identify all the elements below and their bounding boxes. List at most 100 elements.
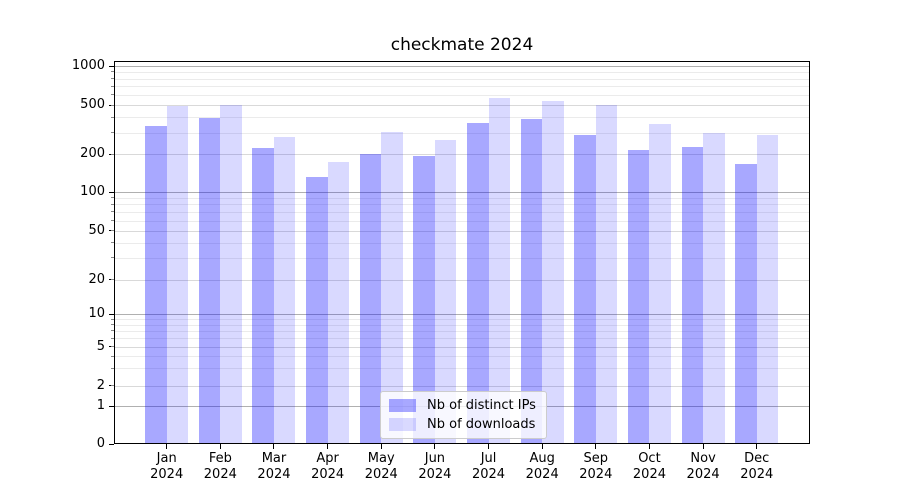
y-gridline-sub (114, 385, 810, 387)
y-minor-tick (111, 230, 114, 232)
x-tick-label: Feb 2024 (203, 451, 237, 482)
y-minor-tick (111, 346, 114, 348)
bar-distinct-ips-feb (198, 117, 221, 444)
y-minor-tick (111, 71, 114, 73)
legend-row-distinct-ips: Nb of distinct IPs (389, 398, 536, 413)
bar-downloads-oct (649, 123, 671, 444)
x-tick-label: Oct 2024 (632, 451, 666, 482)
y-gridline-minor (114, 197, 810, 199)
y-gridline-minor (114, 242, 810, 244)
x-tick-label: Nov 2024 (686, 451, 720, 482)
y-minor-tick (111, 78, 114, 80)
y-gridline-minor (114, 257, 810, 259)
y-tick-label: 1000 (71, 58, 105, 73)
x-tick (648, 444, 650, 449)
y-minor-tick (111, 197, 114, 199)
y-gridline-major (114, 192, 810, 193)
y-minor-tick (111, 324, 114, 326)
y-gridline-minor (114, 338, 810, 340)
y-gridline-minor (114, 220, 810, 222)
x-tick-label: Dec 2024 (740, 451, 774, 482)
y-gridline-minor (114, 319, 810, 321)
y-minor-tick (111, 220, 114, 222)
y-tick-label: 500 (80, 97, 105, 113)
x-tick (434, 444, 436, 449)
bar-distinct-ips-dec (735, 164, 757, 444)
x-tick (595, 444, 597, 449)
x-tick (166, 444, 168, 449)
y-gridline-sub (114, 105, 810, 107)
bar-downloads-jun (434, 140, 457, 444)
x-tick (702, 444, 704, 449)
y-gridline-major (114, 314, 810, 316)
y-gridline-minor (114, 330, 810, 332)
y-gridline-sub (114, 279, 810, 281)
x-tick-label: Mar 2024 (257, 451, 291, 482)
y-tick-label: 20 (88, 271, 105, 287)
y-minor-tick (111, 94, 114, 96)
y-tick-label: 0 (96, 436, 105, 451)
legend-swatch-downloads (389, 418, 416, 431)
chart-title: checkmate 2024 (390, 35, 534, 55)
y-tick-label: 200 (80, 146, 105, 162)
y-minor-tick (111, 355, 114, 357)
legend-label-distinct-ips: Nb of distinct IPs (427, 398, 536, 413)
x-tick-label: Jul 2024 (471, 451, 506, 482)
y-tick (109, 65, 114, 67)
y-tick (109, 313, 114, 315)
left-spine (114, 61, 115, 444)
y-minor-tick (111, 318, 114, 320)
y-gridline-minor (114, 204, 810, 206)
bar-downloads-may (381, 131, 403, 444)
y-gridline-minor (114, 356, 810, 358)
y-minor-tick (111, 132, 114, 134)
bar-distinct-ips-jun (413, 155, 435, 444)
y-gridline-minor (114, 211, 810, 213)
y-minor-tick (111, 116, 114, 118)
y-gridline-minor (114, 78, 810, 80)
x-tick-label: Jan 2024 (150, 451, 184, 482)
y-gridline-minor (114, 117, 810, 119)
y-minor-tick (111, 203, 114, 205)
y-gridline-minor (114, 132, 810, 134)
x-tick (380, 444, 382, 449)
y-minor-tick (111, 211, 114, 213)
y-tick (109, 405, 114, 407)
y-minor-tick (111, 337, 114, 339)
bar-distinct-ips-aug (520, 118, 543, 444)
y-minor-tick (111, 330, 114, 332)
bar-distinct-ips-jan (145, 125, 167, 444)
bar-downloads-mar (273, 137, 296, 444)
bar-downloads-jul (488, 98, 511, 444)
right-spine (809, 61, 810, 444)
x-tick-label: Jun 2024 (418, 451, 452, 482)
y-minor-tick (111, 242, 114, 244)
legend-swatch-distinct-ips (389, 399, 416, 412)
bottom-spine (114, 443, 810, 444)
x-tick (327, 444, 329, 449)
x-tick-label: Sep 2024 (579, 451, 613, 482)
bar-downloads-sep (595, 105, 618, 444)
bar-distinct-ips-oct (627, 150, 650, 444)
bar-downloads-feb (220, 105, 242, 444)
y-gridline-minor (114, 368, 810, 370)
y-tick-label: 1 (96, 398, 105, 413)
bar-downloads-dec (756, 135, 779, 444)
legend-label-downloads: Nb of downloads (427, 417, 536, 432)
bar-downloads-nov (703, 132, 725, 444)
y-minor-tick (111, 85, 114, 87)
bar-distinct-ips-apr (306, 176, 328, 444)
x-tick-label: Apr 2024 (311, 451, 345, 482)
legend-row-downloads: Nb of downloads (389, 417, 536, 432)
bar-downloads-aug (542, 100, 564, 444)
legend: Nb of distinct IPs Nb of downloads (380, 391, 547, 439)
y-tick-label: 50 (88, 222, 105, 238)
x-tick (219, 444, 221, 449)
y-gridline-minor (114, 94, 810, 96)
y-gridline-minor (114, 324, 810, 326)
y-tick (109, 191, 114, 193)
bar-distinct-ips-jul (467, 122, 489, 444)
x-tick (488, 444, 490, 449)
y-gridline-minor (114, 71, 810, 73)
